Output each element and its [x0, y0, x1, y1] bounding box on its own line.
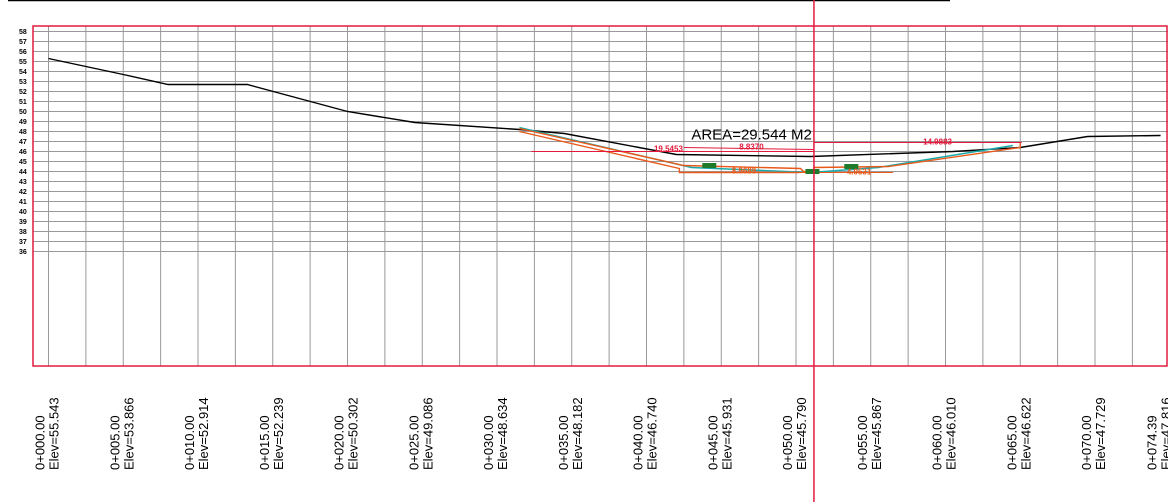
station-elevation: Elev=46.010 — [944, 397, 959, 470]
station-chainage: 0+055.00 — [855, 415, 870, 470]
station-chainage: 0+000.00 — [33, 415, 48, 470]
y-tick-label: 43 — [19, 179, 27, 186]
station-chainage: 0+015.00 — [257, 415, 272, 470]
station-chainage: 0+065.00 — [1004, 415, 1019, 470]
station-label: 0+050.00 Elev=45.790 — [780, 397, 809, 470]
station-elevation: Elev=47.816 — [1159, 397, 1168, 470]
profile-lines — [48, 57, 1161, 174]
station-elevation: Elev=52.914 — [196, 397, 211, 470]
dimension-label: 8.9689 — [732, 167, 757, 176]
station-label: 0+025.00 Elev=49.086 — [406, 397, 435, 470]
y-tick-label: 44 — [19, 169, 27, 176]
y-tick-label: 36 — [19, 249, 27, 256]
station-elevation: Elev=45.790 — [794, 397, 809, 470]
station-elevation: Elev=49.086 — [420, 397, 435, 470]
station-chainage: 0+045.00 — [705, 415, 720, 470]
dimension-label: 14.9883 — [923, 138, 952, 147]
station-elevation: Elev=45.867 — [869, 397, 884, 470]
station-label: 0+005.00 Elev=53.866 — [107, 397, 136, 470]
station-label: 0+070.00 Elev=47.729 — [1079, 397, 1108, 470]
station-label: 0+015.00 Elev=52.239 — [257, 397, 286, 470]
y-tick-label: 57 — [19, 39, 27, 46]
station-label: 0+074.39 Elev=47.816 — [1145, 397, 1168, 470]
y-tick-label: 47 — [19, 139, 27, 146]
y-tick-label: 41 — [19, 199, 27, 206]
y-tick-label: 48 — [19, 129, 27, 136]
y-tick-label: 54 — [19, 69, 27, 76]
y-tick-label: 46 — [19, 149, 27, 156]
station-label: 0+055.00 Elev=45.867 — [855, 397, 884, 470]
dimension-lines — [531, 142, 1022, 174]
station-chainage: 0+025.00 — [406, 415, 421, 470]
series-line-ground — [48, 57, 1161, 158]
station-label: 0+000.00 Elev=55.543 — [33, 397, 62, 470]
y-tick-label: 56 — [19, 49, 27, 56]
dimension-label: 19.5453 — [654, 145, 683, 154]
y-tick-label: 58 — [19, 29, 27, 36]
station-elevation: Elev=46.740 — [645, 397, 660, 470]
annotations: AREA=29.544 M2 19.5453 8.8370 14.9883 8.9689… — [654, 127, 953, 177]
y-tick-label: 52 — [19, 89, 27, 96]
y-tick-label: 40 — [19, 209, 27, 216]
dimension-label: 8.8370 — [739, 143, 764, 152]
y-tick-label: 39 — [19, 219, 27, 226]
x-axis-station-labels: 0+000.00 Elev=55.543 0+005.00 Elev=53.866 0+… — [33, 397, 1168, 470]
station-label: 0+035.00 Elev=48.182 — [556, 397, 585, 470]
y-tick-label: 50 — [19, 109, 27, 116]
station-chainage: 0+020.00 — [332, 415, 347, 470]
grid — [33, 26, 1168, 366]
y-tick-label: 49 — [19, 119, 27, 126]
station-label: 0+020.00 Elev=50.302 — [332, 397, 361, 470]
station-chainage: 0+040.00 — [631, 415, 646, 470]
dimension-line — [683, 147, 814, 150]
station-elevation: Elev=48.182 — [570, 397, 585, 470]
station-elevation: Elev=52.239 — [271, 397, 286, 470]
station-chainage: 0+035.00 — [556, 415, 571, 470]
station-elevation: Elev=55.543 — [47, 397, 62, 470]
station-elevation: Elev=48.634 — [495, 397, 510, 470]
station-label: 0+060.00 Elev=46.010 — [930, 397, 959, 470]
pipe-marker — [702, 163, 717, 168]
station-chainage: 0+074.39 — [1145, 415, 1160, 470]
station-label: 0+040.00 Elev=46.740 — [631, 397, 660, 470]
station-elevation: Elev=47.729 — [1093, 397, 1108, 470]
y-tick-label: 55 — [19, 59, 27, 66]
station-chainage: 0+010.00 — [182, 415, 197, 470]
y-axis-ticks: 36 37 38 39 40 41 42 43 44 45 46 47 48 49 50 51 52 53 54 55… — [19, 29, 27, 256]
area-label: AREA=29.544 M2 — [691, 127, 812, 144]
station-label: 0+010.00 Elev=52.914 — [182, 397, 211, 470]
plot-frame — [32, 25, 1168, 367]
station-elevation: Elev=45.931 — [719, 397, 734, 470]
station-label: 0+065.00 Elev=46.622 — [1004, 397, 1033, 470]
y-tick-label: 38 — [19, 229, 27, 236]
dimension-label: 4.9531 — [847, 168, 872, 177]
station-label: 0+030.00 Elev=48.634 — [481, 397, 510, 470]
pipe-marker — [844, 164, 859, 169]
station-elevation: Elev=53.866 — [121, 397, 136, 470]
station-elevation: Elev=50.302 — [346, 397, 361, 470]
station-label: 0+045.00 Elev=45.931 — [705, 397, 734, 470]
y-tick-label: 42 — [19, 189, 27, 196]
station-chainage: 0+005.00 — [107, 415, 122, 470]
station-elevation: Elev=46.622 — [1018, 397, 1033, 470]
station-chainage: 0+050.00 — [780, 415, 795, 470]
station-chainage: 0+060.00 — [930, 415, 945, 470]
y-tick-label: 51 — [19, 99, 27, 106]
station-chainage: 0+030.00 — [481, 415, 496, 470]
pipe-marker — [805, 169, 820, 174]
station-chainage: 0+070.00 — [1079, 415, 1094, 470]
y-tick-label: 37 — [19, 239, 27, 246]
y-tick-label: 53 — [19, 79, 27, 86]
y-tick-label: 45 — [19, 159, 27, 166]
